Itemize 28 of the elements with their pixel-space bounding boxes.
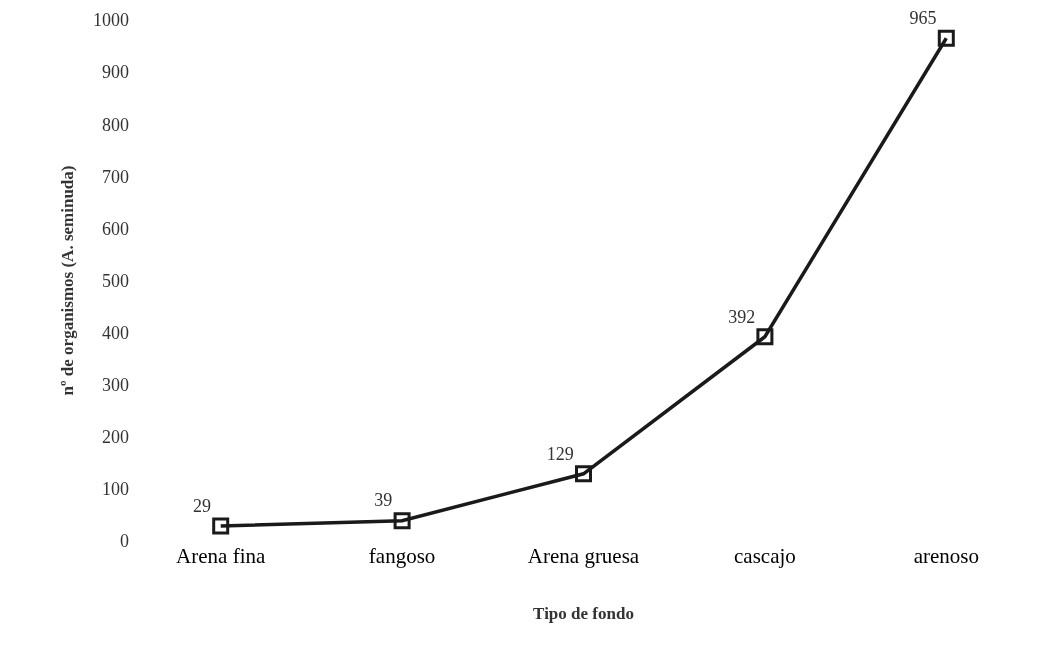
data-label: 39 xyxy=(374,490,393,511)
y-tick-label: 700 xyxy=(102,166,129,187)
point xyxy=(393,512,411,530)
y-tick-label: 900 xyxy=(102,62,129,83)
y-axis-title: nº de organismos (A. seminuda) xyxy=(57,165,77,396)
data-label: 392 xyxy=(728,306,756,327)
x-tick-label: fangoso xyxy=(368,544,436,568)
data-label: 29 xyxy=(192,495,211,516)
point xyxy=(937,29,955,47)
point xyxy=(756,328,774,346)
y-tick-label: 500 xyxy=(102,270,129,291)
x-axis-title: Tipo de fondo xyxy=(533,604,634,624)
data-label: 129 xyxy=(546,443,574,464)
y-tick-label: 600 xyxy=(102,218,129,239)
data-label: 965 xyxy=(909,7,937,28)
x-tick-label: Arena fina xyxy=(176,544,266,568)
point xyxy=(575,465,592,483)
y-tick-label: 300 xyxy=(102,375,129,395)
y-tick-label: 800 xyxy=(102,114,129,135)
y-tick-label: 400 xyxy=(102,322,129,343)
y-tick-label: 1000 xyxy=(93,10,129,31)
x-tick-label: Arena gruesa xyxy=(527,544,640,568)
x-tick-label: arenoso xyxy=(913,544,979,568)
point xyxy=(212,517,230,535)
x-tick-label: cascajo xyxy=(734,544,796,568)
y-tick-label: 100 xyxy=(102,479,129,500)
y-tick-label: 200 xyxy=(102,427,129,448)
y-tick-label: 0 xyxy=(120,531,129,552)
